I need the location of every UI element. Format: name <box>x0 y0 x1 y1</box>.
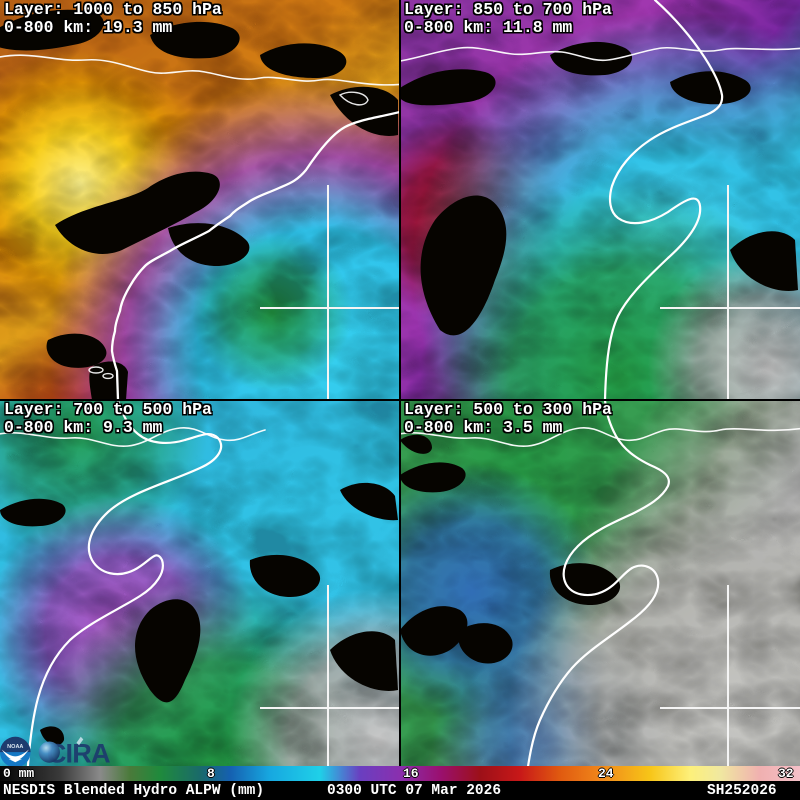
svg-text:NOAA: NOAA <box>7 744 23 750</box>
